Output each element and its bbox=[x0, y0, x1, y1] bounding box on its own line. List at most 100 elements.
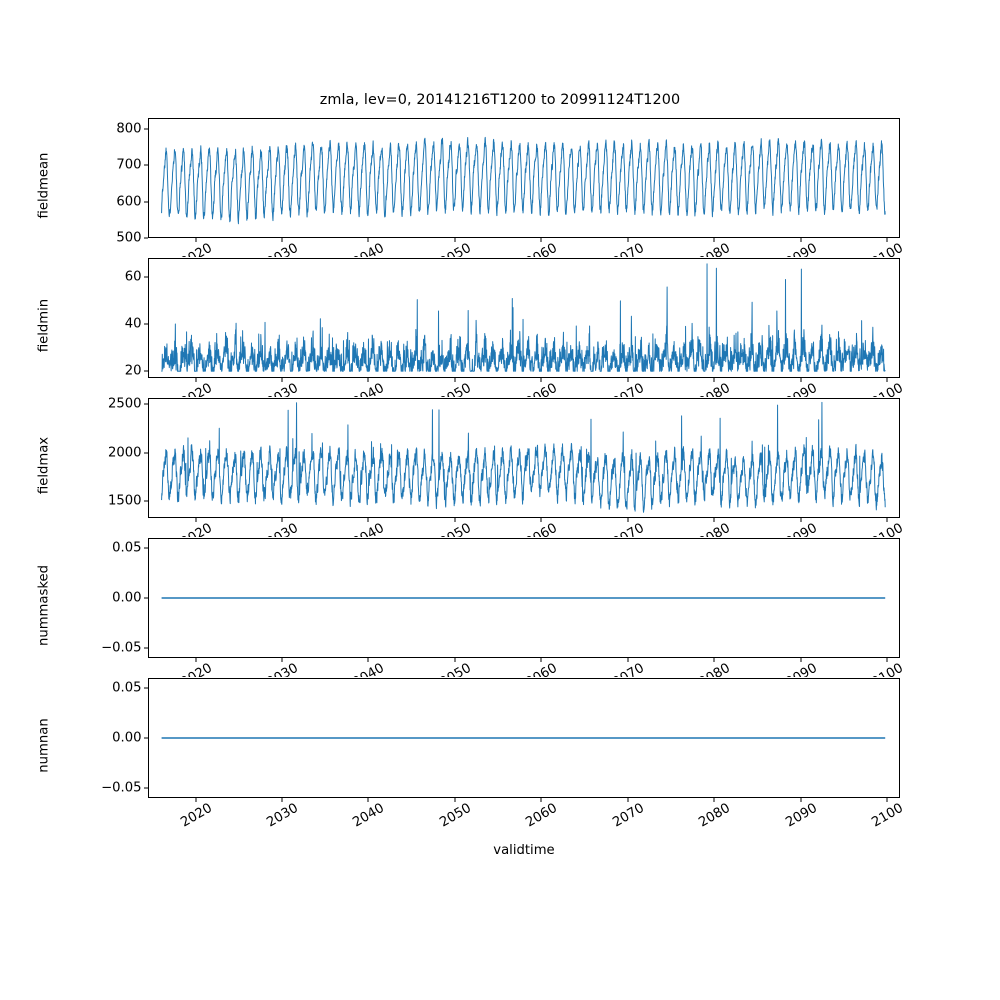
y-tick-label: −0.05 bbox=[101, 640, 142, 656]
x-tick-mark bbox=[886, 518, 888, 523]
x-tick-mark bbox=[713, 238, 715, 243]
x-tick-mark bbox=[713, 798, 715, 803]
y-axis-label-fieldmin: fieldmin bbox=[36, 298, 52, 353]
x-tick-mark bbox=[454, 378, 456, 383]
y-tick-mark bbox=[143, 452, 148, 454]
x-tick-mark bbox=[540, 798, 542, 803]
x-tick-label: 2060 bbox=[523, 800, 561, 831]
x-tick-mark bbox=[367, 798, 369, 803]
x-tick-mark bbox=[195, 378, 197, 383]
x-tick-mark bbox=[195, 238, 197, 243]
y-tick-mark bbox=[143, 787, 148, 789]
x-tick-mark bbox=[281, 378, 283, 383]
y-tick-mark bbox=[143, 597, 148, 599]
y-tick-label: 1500 bbox=[107, 493, 142, 509]
y-tick-label: 800 bbox=[116, 121, 142, 137]
y-tick-mark bbox=[143, 500, 148, 502]
y-tick-mark bbox=[143, 403, 148, 405]
subplot-fieldmax: fieldmax 1500 2000 2500 2020 2030 2040 2050 2060… bbox=[37, 396, 906, 550]
y-tick-label: 0.00 bbox=[112, 590, 142, 606]
x-tick-mark bbox=[367, 238, 369, 243]
x-tick-label: 2090 bbox=[782, 800, 820, 831]
y-tick-label: 0.05 bbox=[112, 680, 142, 696]
y-tick-mark bbox=[143, 201, 148, 203]
x-tick-mark bbox=[713, 378, 715, 383]
x-tick-mark bbox=[281, 798, 283, 803]
y-axis-label-numnan: numnan bbox=[36, 718, 52, 773]
plot-area-fieldmean bbox=[161, 136, 886, 225]
x-tick-label: 2030 bbox=[264, 800, 301, 831]
x-tick-mark bbox=[627, 518, 629, 523]
series-line-fieldmean bbox=[161, 136, 886, 225]
y-tick-mark bbox=[143, 737, 148, 739]
x-tick-label: 2070 bbox=[610, 800, 647, 831]
x-tick-mark bbox=[195, 798, 197, 803]
y-tick-mark bbox=[143, 164, 148, 166]
y-tick-mark bbox=[143, 687, 148, 689]
y-tick-label: 60 bbox=[124, 269, 142, 285]
x-tick-mark bbox=[454, 658, 456, 663]
subplot-fieldmin: fieldmin 20 40 60 2020 2030 2040 2050 2060 2070 20… bbox=[37, 258, 906, 411]
x-tick-label: 2050 bbox=[437, 800, 474, 831]
x-tick-mark bbox=[195, 518, 197, 523]
plot-area-nummasked bbox=[161, 597, 886, 599]
x-tick-mark bbox=[454, 798, 456, 803]
y-tick-label: 0.05 bbox=[112, 540, 142, 556]
x-tick-label: 2080 bbox=[696, 800, 734, 831]
y-tick-label: 20 bbox=[124, 363, 142, 379]
x-tick-mark bbox=[800, 238, 802, 243]
x-tick-mark bbox=[281, 238, 283, 243]
x-tick-mark bbox=[713, 518, 715, 523]
x-tick-mark bbox=[886, 798, 888, 803]
axes-frame-fieldmin bbox=[148, 258, 900, 378]
y-tick-mark bbox=[143, 128, 148, 130]
y-tick-mark bbox=[143, 323, 148, 325]
y-tick-label: 2000 bbox=[107, 445, 142, 461]
series-line-fieldmax bbox=[161, 401, 886, 513]
x-tick-mark bbox=[540, 238, 542, 243]
x-tick-mark bbox=[281, 658, 283, 663]
x-tick-mark bbox=[800, 378, 802, 383]
y-tick-label: 2500 bbox=[107, 396, 142, 412]
x-tick-mark bbox=[195, 658, 197, 663]
figure-title: zmla, lev=0, 20141216T1200 to 20991124T1… bbox=[319, 92, 681, 108]
y-tick-mark bbox=[143, 276, 148, 278]
x-tick-mark bbox=[713, 658, 715, 663]
y-axis-label-nummasked: nummasked bbox=[36, 565, 52, 647]
subplot-numnan: numnan −0.05 0.00 0.05 2020 2030 2040 2050 2060 2… bbox=[37, 678, 906, 831]
x-tick-mark bbox=[886, 658, 888, 663]
x-tick-mark bbox=[886, 378, 888, 383]
x-axis-label: validtime bbox=[493, 843, 555, 858]
x-tick-mark bbox=[367, 518, 369, 523]
x-tick-label: 2020 bbox=[177, 800, 215, 831]
subplot-nummasked: nummasked −0.05 0.00 0.05 2020 2030 2040 2050 20… bbox=[37, 538, 906, 691]
y-tick-mark bbox=[143, 647, 148, 649]
x-tick-mark bbox=[627, 378, 629, 383]
x-tick-mark bbox=[627, 798, 629, 803]
y-tick-label: −0.05 bbox=[101, 780, 142, 796]
y-tick-label: 40 bbox=[124, 316, 142, 332]
x-tick-mark bbox=[627, 238, 629, 243]
plot-area-fieldmin bbox=[161, 263, 886, 372]
x-tick-label: 2040 bbox=[350, 800, 388, 831]
x-tick-mark bbox=[886, 238, 888, 243]
y-tick-label: 600 bbox=[116, 194, 142, 210]
x-tick-mark bbox=[800, 798, 802, 803]
y-tick-label: 500 bbox=[116, 230, 142, 246]
x-tick-mark bbox=[800, 658, 802, 663]
plot-area-numnan bbox=[161, 737, 886, 739]
y-axis-label-fieldmax: fieldmax bbox=[36, 436, 52, 495]
y-tick-label: 0.00 bbox=[112, 730, 142, 746]
x-tick-mark bbox=[540, 378, 542, 383]
x-tick-mark bbox=[367, 378, 369, 383]
axes-frame-fieldmax bbox=[148, 398, 900, 518]
x-tick-mark bbox=[627, 658, 629, 663]
x-tick-mark bbox=[540, 518, 542, 523]
x-tick-label: 2100 bbox=[869, 800, 906, 831]
x-tick-mark bbox=[367, 658, 369, 663]
axes-frame-fieldmean bbox=[148, 118, 900, 238]
subplot-fieldmean: fieldmean 500 600 700 800 2020 2030 2040 2050 206… bbox=[37, 118, 906, 271]
axes-frame-nummasked bbox=[148, 538, 900, 658]
y-tick-mark bbox=[143, 547, 148, 549]
